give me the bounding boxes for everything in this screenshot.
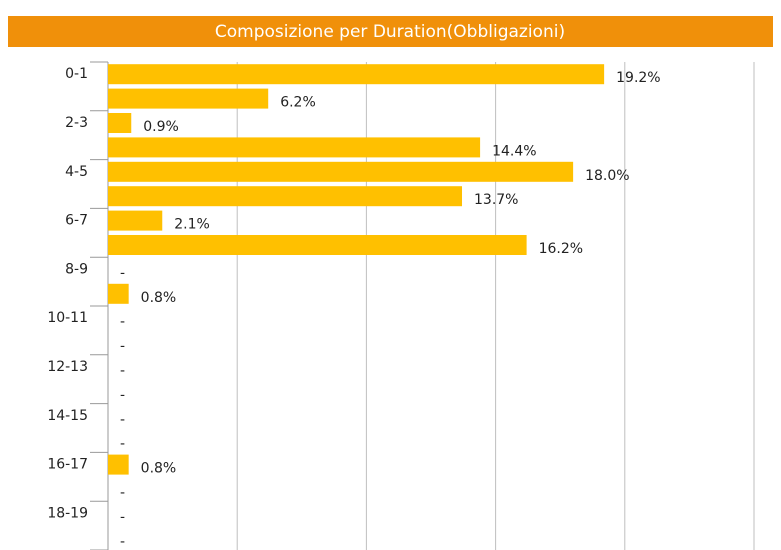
value-label: 0.8%	[141, 290, 177, 306]
value-label: -	[120, 436, 125, 452]
y-tick-label: 2-3	[65, 115, 88, 131]
value-label: -	[120, 387, 125, 403]
value-label: -	[120, 314, 125, 330]
y-tick-label: 0-1	[65, 66, 88, 82]
bar	[108, 88, 269, 109]
value-label: 18.0%	[585, 168, 629, 184]
value-label: 19.2%	[616, 70, 660, 86]
y-tick-label: 10-11	[47, 310, 88, 326]
bar	[108, 235, 527, 255]
bar	[108, 161, 574, 182]
chart-title: Composizione per Duration(Obbligazioni)	[215, 22, 565, 42]
title-bar	[8, 16, 773, 47]
y-tick-label: 8-9	[65, 261, 88, 277]
bar	[108, 64, 605, 85]
value-label: -	[120, 534, 125, 550]
value-label: -	[120, 509, 125, 525]
value-label: 6.2%	[280, 95, 316, 111]
value-label: 0.8%	[141, 461, 177, 477]
value-label: 16.2%	[539, 241, 583, 257]
value-label: 0.9%	[143, 119, 179, 135]
value-label: -	[120, 363, 125, 379]
value-label: -	[120, 412, 125, 428]
value-label: 13.7%	[474, 192, 518, 208]
y-tick-label: 12-13	[47, 359, 88, 375]
y-tick-label: 16-17	[47, 457, 88, 473]
bar	[108, 283, 129, 304]
bar	[108, 210, 163, 231]
y-tick-label: 6-7	[65, 213, 88, 229]
bar	[108, 113, 132, 133]
value-label: -	[120, 265, 125, 281]
bar	[108, 454, 129, 475]
value-label: 2.1%	[174, 217, 210, 233]
bar	[108, 186, 463, 207]
bar	[108, 137, 481, 158]
y-tick-label: 4-5	[65, 164, 88, 180]
value-label: -	[120, 339, 125, 355]
value-label: -	[120, 485, 125, 501]
y-tick-label: 14-15	[47, 408, 88, 424]
value-label: 14.4%	[492, 143, 536, 159]
y-tick-label: 18-19	[47, 505, 88, 521]
